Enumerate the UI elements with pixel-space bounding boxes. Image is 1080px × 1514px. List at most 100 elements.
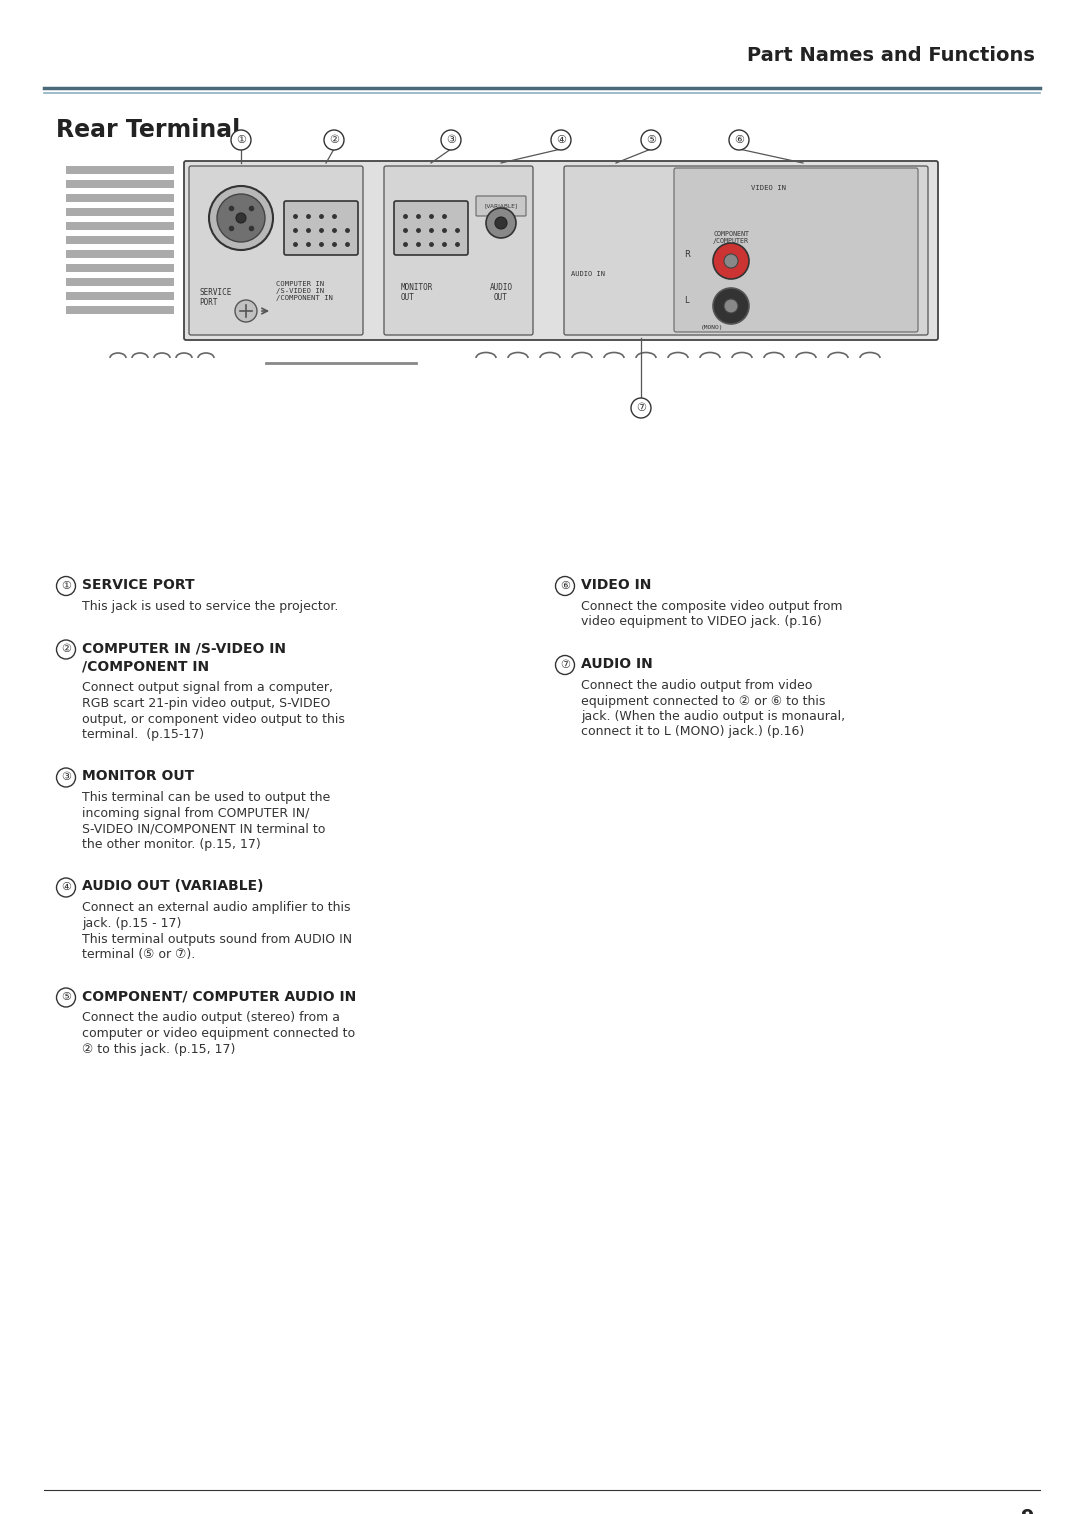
Text: R: R [684, 250, 690, 259]
Text: output, or component video output to this: output, or component video output to thi… [82, 713, 345, 725]
Text: Connect the audio output (stereo) from a: Connect the audio output (stereo) from a [82, 1011, 340, 1025]
Text: MONITOR
OUT: MONITOR OUT [401, 283, 433, 303]
Text: ⑦: ⑦ [636, 403, 646, 413]
Circle shape [56, 768, 76, 787]
Circle shape [56, 577, 76, 595]
Text: AUDIO IN: AUDIO IN [581, 657, 652, 671]
Text: jack. (When the audio output is monaural,: jack. (When the audio output is monaural… [581, 710, 846, 724]
FancyBboxPatch shape [66, 263, 174, 273]
Text: ⑥: ⑥ [734, 135, 744, 145]
Text: ④: ④ [556, 135, 566, 145]
Text: ⑥: ⑥ [561, 581, 570, 590]
Text: MONITOR OUT: MONITOR OUT [82, 769, 194, 784]
Text: terminal (⑤ or ⑦).: terminal (⑤ or ⑦). [82, 948, 195, 961]
Text: computer or video equipment connected to: computer or video equipment connected to [82, 1026, 355, 1040]
FancyBboxPatch shape [66, 223, 174, 230]
Text: ⑤: ⑤ [646, 135, 656, 145]
Circle shape [231, 130, 251, 150]
FancyBboxPatch shape [66, 194, 174, 201]
Text: ①: ① [237, 135, 246, 145]
Text: ③: ③ [446, 135, 456, 145]
Circle shape [56, 640, 76, 659]
Circle shape [555, 656, 575, 675]
Circle shape [235, 300, 257, 322]
Circle shape [797, 207, 809, 220]
Circle shape [713, 244, 750, 279]
Circle shape [486, 207, 516, 238]
Text: Part Names and Functions: Part Names and Functions [747, 45, 1035, 65]
Circle shape [829, 197, 861, 229]
Text: ⑦: ⑦ [561, 660, 570, 671]
FancyBboxPatch shape [66, 236, 174, 244]
Text: /COMPONENT IN: /COMPONENT IN [82, 660, 210, 674]
Text: terminal.  (p.15-17): terminal. (p.15-17) [82, 728, 204, 740]
Text: AUDIO IN: AUDIO IN [571, 271, 605, 277]
Circle shape [56, 989, 76, 1007]
Text: Connect an external audio amplifier to this: Connect an external audio amplifier to t… [82, 901, 351, 914]
Text: AUDIO OUT (VARIABLE): AUDIO OUT (VARIABLE) [82, 880, 264, 893]
Text: VIDEO IN: VIDEO IN [581, 578, 651, 592]
Text: ② to this jack. (p.15, 17): ② to this jack. (p.15, 17) [82, 1043, 235, 1055]
Text: VIDEO IN: VIDEO IN [751, 185, 786, 191]
Circle shape [642, 130, 661, 150]
FancyBboxPatch shape [184, 160, 939, 341]
Text: SERVICE
PORT: SERVICE PORT [199, 288, 231, 307]
Circle shape [839, 207, 851, 220]
Text: ②: ② [329, 135, 339, 145]
Circle shape [495, 217, 507, 229]
Circle shape [713, 288, 750, 324]
FancyBboxPatch shape [66, 279, 174, 286]
Circle shape [56, 878, 76, 896]
FancyBboxPatch shape [476, 195, 526, 217]
FancyBboxPatch shape [394, 201, 468, 254]
Circle shape [555, 577, 575, 595]
Text: L: L [684, 297, 689, 304]
FancyBboxPatch shape [66, 250, 174, 257]
FancyBboxPatch shape [384, 167, 534, 335]
Text: AUDIO
OUT: AUDIO OUT [489, 283, 513, 303]
FancyBboxPatch shape [674, 168, 918, 332]
Circle shape [755, 207, 767, 220]
FancyBboxPatch shape [284, 201, 357, 254]
Text: ④: ④ [60, 883, 71, 892]
Text: connect it to L (MONO) jack.) (p.16): connect it to L (MONO) jack.) (p.16) [581, 725, 805, 739]
Circle shape [551, 130, 571, 150]
Text: COMPUTER IN
/S-VIDEO IN
/COMPONENT IN: COMPUTER IN /S-VIDEO IN /COMPONENT IN [276, 282, 333, 301]
Circle shape [724, 254, 738, 268]
Text: This jack is used to service the projector.: This jack is used to service the project… [82, 600, 338, 613]
Circle shape [441, 130, 461, 150]
Text: the other monitor. (p.15, 17): the other monitor. (p.15, 17) [82, 839, 260, 851]
FancyBboxPatch shape [66, 167, 174, 174]
Text: 9: 9 [1022, 1508, 1035, 1514]
FancyBboxPatch shape [66, 306, 174, 313]
Circle shape [631, 398, 651, 418]
Circle shape [724, 298, 738, 313]
Text: jack. (p.15 - 17): jack. (p.15 - 17) [82, 917, 181, 930]
Circle shape [745, 197, 777, 229]
Text: COMPONENT/ COMPUTER AUDIO IN: COMPONENT/ COMPUTER AUDIO IN [82, 990, 356, 1004]
FancyBboxPatch shape [564, 167, 928, 335]
Text: ②: ② [60, 645, 71, 654]
Text: Rear Terminal: Rear Terminal [56, 118, 240, 142]
FancyBboxPatch shape [66, 292, 174, 300]
Text: COMPONENT
/COMPUTER: COMPONENT /COMPUTER [713, 232, 750, 244]
Text: COMPUTER IN /S-VIDEO IN: COMPUTER IN /S-VIDEO IN [82, 642, 286, 656]
Text: ①: ① [60, 581, 71, 590]
Text: ③: ③ [60, 772, 71, 783]
Text: (MONO): (MONO) [701, 326, 724, 330]
Text: incoming signal from COMPUTER IN/: incoming signal from COMPUTER IN/ [82, 807, 309, 821]
Text: ⑤: ⑤ [60, 993, 71, 1002]
Circle shape [210, 186, 273, 250]
Text: [VARIABLE]: [VARIABLE] [484, 203, 517, 209]
Text: equipment connected to ② or ⑥ to this: equipment connected to ② or ⑥ to this [581, 695, 825, 707]
Text: S-VIDEO IN/COMPONENT IN terminal to: S-VIDEO IN/COMPONENT IN terminal to [82, 822, 325, 836]
Circle shape [217, 194, 265, 242]
FancyBboxPatch shape [66, 180, 174, 188]
Text: Connect output signal from a computer,: Connect output signal from a computer, [82, 681, 333, 695]
FancyBboxPatch shape [189, 167, 363, 335]
Circle shape [729, 130, 750, 150]
Circle shape [324, 130, 345, 150]
Text: Connect the composite video output from: Connect the composite video output from [581, 600, 842, 613]
Text: SERVICE PORT: SERVICE PORT [82, 578, 194, 592]
FancyBboxPatch shape [66, 207, 174, 217]
